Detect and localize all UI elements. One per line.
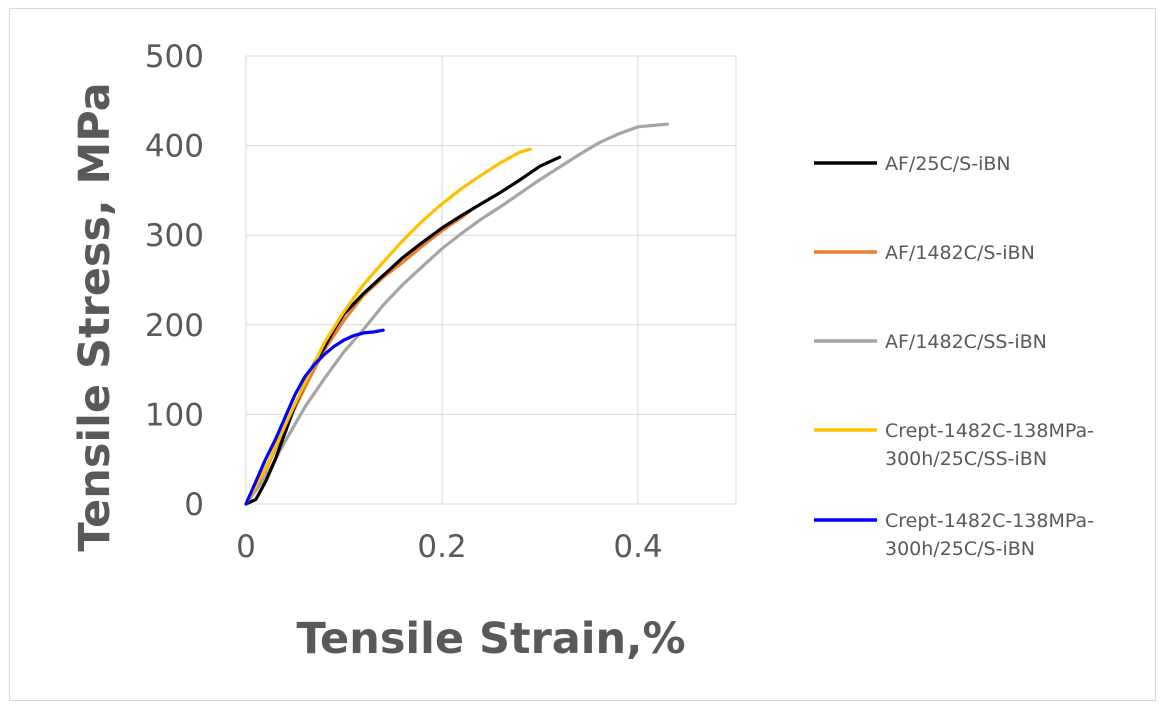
y-tick-label: 0 [184, 487, 204, 523]
legend-label: AF/25C/S-iBN [885, 153, 1011, 175]
y-tick-label: 100 [145, 397, 204, 433]
legend: AF/25C/S-iBN AF/1482C/S-iBN AF/1482C/SS-iB… [814, 153, 1094, 560]
line-chart: 0 0.2 0.4 0 100 200 300 400 500 Tensile Strain,… [70, 39, 1094, 664]
y-tick-label: 200 [145, 308, 204, 344]
gridlines [245, 55, 737, 505]
x-tick-label: 0.4 [613, 529, 662, 565]
legend-label: 300h/25C/S-iBN [885, 538, 1035, 560]
y-axis-title: Tensile Stress, MPa [70, 82, 120, 551]
series-line [244, 122, 669, 506]
legend-label: Crept-1482C-138MPa- [885, 420, 1094, 442]
series-line [244, 155, 562, 506]
y-tick-label: 300 [145, 218, 204, 254]
y-tick-labels: 0 100 200 300 400 500 [145, 39, 204, 523]
series-line [244, 328, 385, 506]
legend-label: AF/1482C/S-iBN [885, 242, 1035, 264]
x-tick-label: 0 [236, 529, 256, 565]
chart-frame: 0 0.2 0.4 0 100 200 300 400 500 Tensile Strain,… [9, 8, 1156, 701]
y-tick-label: 400 [145, 129, 204, 165]
y-tick-label: 500 [145, 39, 204, 75]
x-tick-labels: 0 0.2 0.4 [236, 529, 663, 565]
series-line [244, 147, 532, 506]
series-lines [244, 122, 669, 506]
x-tick-label: 0.2 [417, 529, 466, 565]
legend-label: Crept-1482C-138MPa- [885, 510, 1094, 532]
legend-label: AF/1482C/SS-iBN [885, 331, 1047, 353]
legend-label: 300h/25C/SS-iBN [885, 448, 1047, 470]
x-axis-title: Tensile Strain,% [296, 614, 685, 664]
